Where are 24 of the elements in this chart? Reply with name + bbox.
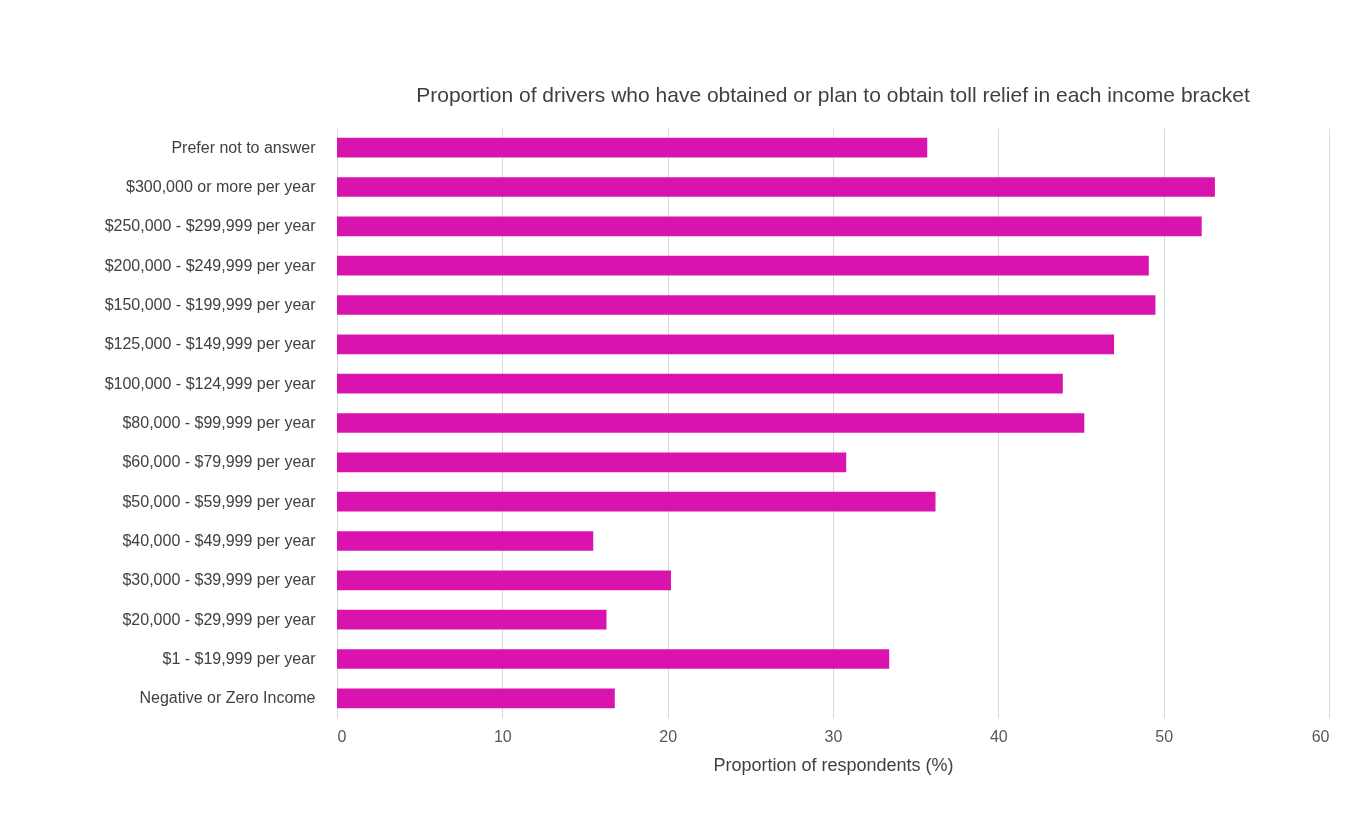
y-tick-label: $50,000 - $59,999 per year [122, 492, 317, 510]
x-axis-title: Proportion of respondents (%) [713, 754, 954, 775]
x-tick-label: 10 [493, 727, 512, 745]
y-tick-label: $200,000 - $249,999 per year [104, 256, 317, 274]
x-tick-label: 50 [1155, 727, 1174, 745]
y-tick-label: Prefer not to answer [171, 138, 317, 156]
y-tick-label: $30,000 - $39,999 per year [122, 571, 317, 589]
y-tick-label: $100,000 - $124,999 per year [104, 374, 317, 392]
y-tick-label: $20,000 - $29,999 per year [122, 610, 317, 628]
y-tick-label: Negative or Zero Income [139, 689, 316, 707]
y-tick-label: $40,000 - $49,999 per year [122, 532, 317, 549]
chart-title: Proportion of drivers who have obtained or plan to obtain toll relief in each income bracket [416, 83, 1250, 106]
y-tick-label: $60,000 - $79,999 per year [122, 453, 317, 471]
y-tick-label: $80,000 - $99,999 per year [122, 414, 317, 431]
y-tick-label: $1 - $19,999 per year [162, 650, 317, 667]
y-tick-label: $300,000 or more per year [126, 178, 317, 195]
y-tick-label: $150,000 - $199,999 per year [104, 296, 317, 313]
y-tick-label: $250,000 - $299,999 per year [104, 217, 317, 235]
x-tick-label: 30 [824, 727, 843, 745]
x-tick-label: 60 [1311, 727, 1330, 745]
x-tick-label: 20 [659, 727, 678, 745]
x-tick-label: 0 [337, 727, 347, 745]
x-tick-label: 40 [989, 727, 1008, 745]
y-tick-label: $125,000 - $149,999 per year [104, 335, 317, 353]
